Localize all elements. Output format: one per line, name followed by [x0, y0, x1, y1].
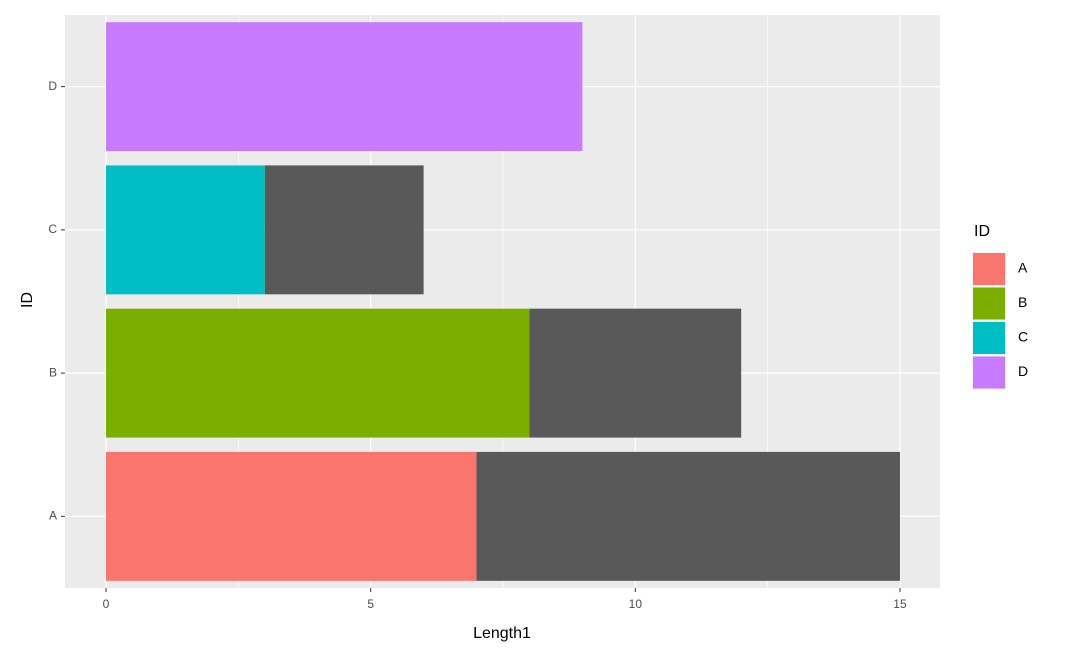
legend-label: C	[1018, 329, 1028, 345]
y-axis-title: ID	[19, 292, 36, 308]
y-tick-label: B	[49, 365, 57, 379]
legend-label: A	[1018, 260, 1028, 276]
legend-swatch	[973, 322, 1005, 354]
legend-swatch	[973, 356, 1005, 389]
bar	[106, 165, 265, 295]
x-tick-label: 10	[629, 597, 643, 611]
legend-label: B	[1018, 294, 1027, 310]
legend-swatch	[973, 253, 1005, 285]
y-tick-label: A	[49, 509, 57, 523]
bar	[106, 22, 583, 152]
bar	[529, 308, 742, 438]
bar	[476, 451, 900, 581]
y-tick-label: C	[48, 222, 57, 236]
x-axis-title: Length1	[473, 625, 531, 642]
legend-label: D	[1018, 363, 1028, 379]
x-tick-label: 15	[893, 597, 907, 611]
bar	[106, 308, 530, 438]
bar	[264, 165, 424, 295]
x-tick-label: 0	[103, 597, 110, 611]
legend-title: ID	[974, 223, 990, 240]
x-tick-label: 5	[367, 597, 374, 611]
y-tick-label: D	[48, 79, 57, 93]
bar	[106, 451, 477, 581]
legend-swatch	[973, 287, 1005, 320]
